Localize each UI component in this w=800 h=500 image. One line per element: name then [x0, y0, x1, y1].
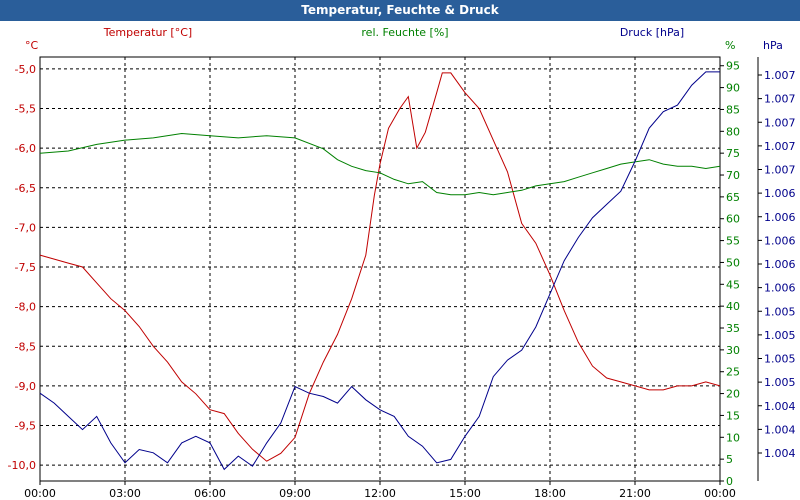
- grid: [39, 57, 762, 485]
- series-line-temperature: [39, 72, 721, 462]
- series-line-pressure: [39, 71, 720, 471]
- pressure-tick: 1.006: [764, 258, 796, 271]
- humidity-tick: 15: [726, 409, 740, 422]
- temperature-tick: -6,5: [15, 182, 36, 195]
- humidity-tick: 60: [726, 213, 740, 226]
- temperature-tick: -5,5: [15, 103, 36, 116]
- humidity-tick: 45: [726, 278, 740, 291]
- window-title: Temperatur, Feuchte & Druck: [0, 0, 800, 21]
- humidity-tick: 20: [726, 388, 740, 401]
- x-tick-time: 15:00: [449, 487, 481, 500]
- humidity-tick: 50: [726, 256, 740, 269]
- temperature-tick: -7,0: [15, 221, 36, 234]
- humidity-tick: 40: [726, 300, 740, 313]
- pressure-unit: hPa: [763, 39, 783, 52]
- pressure-tick: 1.006: [764, 282, 796, 295]
- pressure-tick: 1.007: [764, 69, 796, 82]
- humidity-tick: 0: [726, 475, 733, 488]
- pressure-tick: 1.007: [764, 164, 796, 177]
- temperature-axis-title: Temperatur [°C]: [103, 26, 192, 39]
- humidity-unit: %: [725, 39, 735, 52]
- temperature-tick: -8,5: [15, 340, 36, 353]
- humidity-tick: 75: [726, 147, 740, 160]
- x-tick-time: 21:00: [619, 487, 651, 500]
- x-tick-time: 00:00: [704, 487, 736, 500]
- pressure-tick: 1.004: [764, 423, 796, 436]
- pressure-tick: 1.005: [764, 305, 796, 318]
- temperature-tick: -9,5: [15, 420, 36, 433]
- pressure-tick: 1.007: [764, 140, 796, 153]
- humidity-tick: 55: [726, 235, 740, 248]
- temperature-tick: -7,5: [15, 261, 36, 274]
- x-tick-time: 12:00: [364, 487, 396, 500]
- humidity-tick: 85: [726, 103, 740, 116]
- pressure-tick: 1.005: [764, 329, 796, 342]
- x-tick-time: 09:00: [279, 487, 311, 500]
- pressure-tick: 1.006: [764, 211, 796, 224]
- humidity-tick: 30: [726, 344, 740, 357]
- humidity-tick: 25: [726, 366, 740, 379]
- temperature-tick: -10,0: [8, 459, 36, 472]
- pressure-tick: 1.005: [764, 376, 796, 389]
- humidity-tick: 5: [726, 453, 733, 466]
- humidity-tick: 35: [726, 322, 740, 335]
- x-tick-time: 06:00: [194, 487, 226, 500]
- temperature-tick: -8,0: [15, 301, 36, 314]
- x-tick-time: 03:00: [109, 487, 141, 500]
- temperature-tick: -9,0: [15, 380, 36, 393]
- temperature-tick: -5,0: [15, 63, 36, 76]
- x-tick-time: 18:00: [534, 487, 566, 500]
- series-line-humidity: [39, 132, 721, 196]
- humidity-tick: 65: [726, 191, 740, 204]
- humidity-tick: 95: [726, 60, 740, 73]
- chart: 00:0031.01.1203:0031.01.1206:0031.01.120…: [0, 21, 800, 500]
- humidity-tick: 80: [726, 125, 740, 138]
- humidity-axis-title: rel. Feuchte [%]: [361, 26, 448, 39]
- humidity-tick: 90: [726, 82, 740, 95]
- pressure-tick: 1.006: [764, 234, 796, 247]
- x-tick-time: 00:00: [24, 487, 56, 500]
- humidity-tick: 70: [726, 169, 740, 182]
- temperature-tick: -6,0: [15, 142, 36, 155]
- pressure-tick: 1.004: [764, 447, 796, 460]
- humidity-tick: 10: [726, 431, 740, 444]
- pressure-tick: 1.007: [764, 93, 796, 106]
- pressure-tick: 1.006: [764, 187, 796, 200]
- pressure-tick: 1.005: [764, 353, 796, 366]
- pressure-tick: 1.004: [764, 400, 796, 413]
- temperature-unit: °C: [25, 39, 39, 52]
- pressure-axis-title: Druck [hPa]: [620, 26, 684, 39]
- pressure-tick: 1.007: [764, 116, 796, 129]
